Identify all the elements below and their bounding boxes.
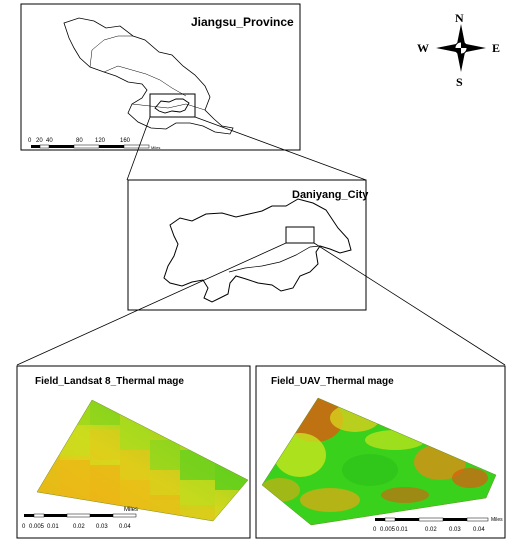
scale-tick: 0 [22,524,26,530]
scale-tick: 0.005 [380,527,396,533]
uav-scalebar: Miles 0 0.005 0.01 0.02 0.03 0.04 [373,517,503,533]
city-frame [127,179,367,311]
connector-line [16,242,287,366]
scale-tick: 0 [373,527,377,533]
landsat-panel: Field_Landsat 8_Thermal mage [16,365,251,539]
province-inset-box [149,93,196,118]
scale-tick: 0 [28,138,32,144]
scale-tick: 40 [46,138,53,144]
compass-needle-east [466,44,486,52]
city-outline [163,198,352,303]
uav-title: Field_UAV_Thermal mage [271,376,394,387]
scale-tick: 0.04 [473,527,485,533]
province-panel: Jiangsu_Province 0 20 40 80 120 160 Mile… [20,3,301,151]
scale-tick: 20 [36,138,43,144]
city-inner-river [228,245,321,273]
uav-field-outline [261,397,497,526]
connector-line [126,116,151,181]
province-title: Jiangsu_Province [191,15,294,29]
scale-unit: Miles [491,517,503,523]
scale-tick: 0.02 [425,527,437,533]
scale-tick: 0.03 [449,527,461,533]
province-outline [63,17,234,135]
scale-unit: Miles [124,507,138,513]
city-field-locator [285,226,315,244]
connector-line [194,116,367,181]
city-panel: Daniyang_City [127,179,369,311]
scale-tick: 120 [95,138,106,144]
landsat-title: Field_Landsat 8_Thermal mage [35,376,184,387]
scale-tick: 0.005 [29,524,45,530]
scale-tick: 0.01 [47,524,59,530]
compass-east-label: E [492,41,500,55]
compass-north-label: N [455,11,464,25]
province-frame [20,3,301,151]
scale-tick: 0.04 [119,524,131,530]
city-locator-shape [154,98,190,114]
compass-needle-north [457,24,465,44]
landsat-scalebar: Miles 0 0.005 0.01 0.02 0.03 0.04 [22,507,138,530]
scale-unit: Miles [151,145,160,150]
scale-tick: 80 [76,138,83,144]
compass-needle-west [436,44,456,52]
compass-west-label: W [417,41,429,55]
scale-tick: 160 [120,138,131,144]
province-scalebar: 0 20 40 80 120 160 Miles [28,138,160,150]
uav-panel: Field_UAV_Thermal mage Miles 0 0.005 [255,365,506,539]
province-inner-border [89,35,206,111]
scale-tick: 0.02 [73,524,85,530]
landsat-field-outline [36,399,249,522]
connector-line [313,242,506,366]
scale-tick: 0.01 [396,527,408,533]
compass-rose: N S W E [417,11,500,89]
scale-tick: 0.03 [96,524,108,530]
compass-needle-south [457,52,465,72]
city-title: Daniyang_City [292,189,369,201]
compass-south-label: S [456,75,463,89]
